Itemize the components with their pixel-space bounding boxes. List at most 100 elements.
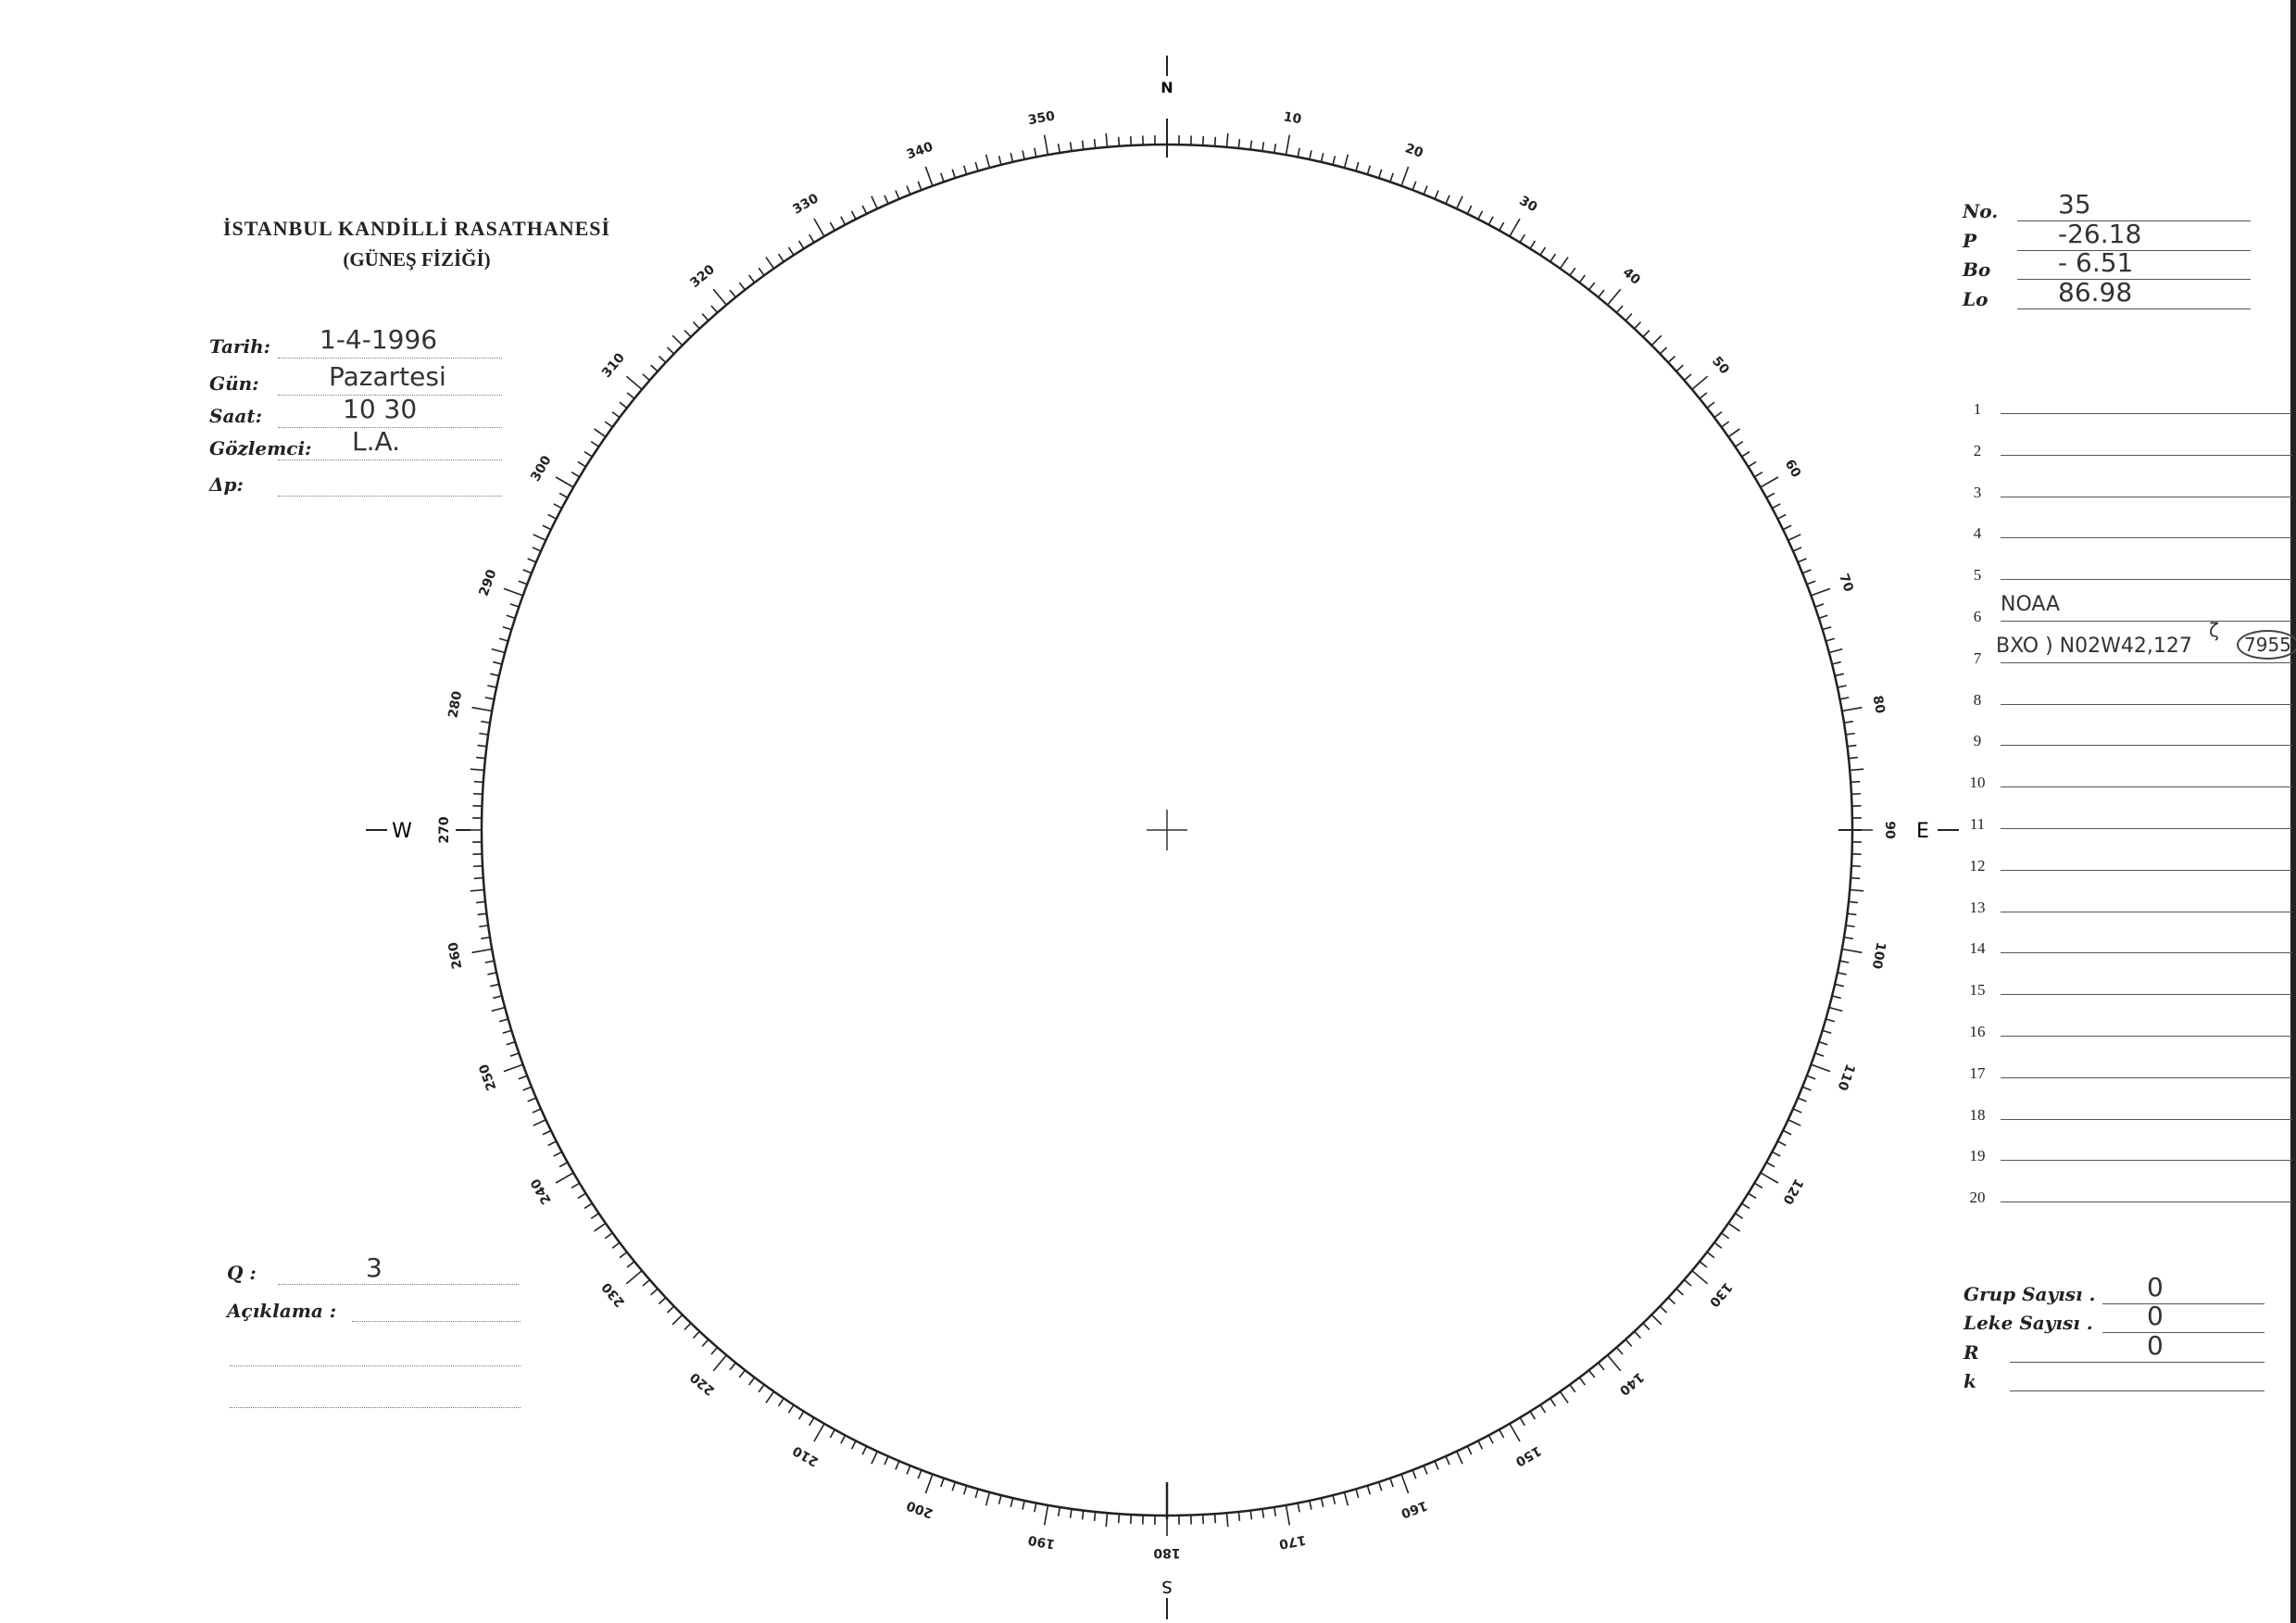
dial-label: 250 xyxy=(476,1062,499,1092)
dial-tick xyxy=(1081,140,1085,150)
dial-tick xyxy=(1797,558,1807,563)
dial-tick xyxy=(1675,364,1684,372)
dial-tick xyxy=(985,154,991,169)
dial-tick xyxy=(1105,1513,1109,1528)
dial-tick xyxy=(1225,1513,1229,1528)
count-label: R xyxy=(1964,1341,1979,1364)
dial-tick xyxy=(481,936,491,940)
dial-tick xyxy=(583,450,593,458)
north-label: N xyxy=(1161,79,1173,96)
dial-tick xyxy=(1834,673,1844,677)
dial-tick xyxy=(658,1297,667,1305)
dial-tick xyxy=(1650,334,1662,346)
dial-tick xyxy=(1261,1508,1265,1518)
dial-tick xyxy=(476,756,486,760)
dial-tick xyxy=(1792,547,1802,552)
count-value: 0 xyxy=(2147,1330,2164,1361)
row-number: 7 xyxy=(1973,648,1982,667)
dial-tick xyxy=(506,614,516,620)
dial-tick xyxy=(884,195,889,205)
dial-tick xyxy=(1801,1086,1812,1091)
dial-tick xyxy=(1721,421,1730,428)
dial-tick xyxy=(1213,136,1217,146)
dial-tick xyxy=(533,1119,546,1126)
row-line xyxy=(2001,1076,2292,1078)
dial-tick xyxy=(1261,142,1265,152)
dial-tick xyxy=(522,1086,533,1091)
dial-tick xyxy=(502,1029,512,1035)
dial-tick xyxy=(1587,1369,1596,1378)
dial-tick xyxy=(1010,1497,1014,1507)
remark-line-3 xyxy=(230,1407,521,1408)
dial-tick xyxy=(1818,614,1828,620)
dial-tick xyxy=(1499,221,1505,232)
dial-tick xyxy=(1843,720,1853,724)
dial-tick xyxy=(1309,150,1312,160)
dial-tick xyxy=(1843,936,1853,940)
dial-tick xyxy=(1466,1445,1473,1455)
dial-label: 160 xyxy=(1399,1497,1429,1520)
info-line xyxy=(278,395,502,396)
dial-tick xyxy=(1285,1504,1291,1526)
dial-tick xyxy=(1625,313,1633,321)
dial-label: 300 xyxy=(528,453,555,484)
dial-tick xyxy=(1741,450,1750,458)
dial-tick xyxy=(1847,744,1857,748)
dial-tick xyxy=(1237,1511,1241,1521)
dial-label: 70 xyxy=(1836,572,1856,594)
info-line xyxy=(278,459,502,460)
dial-tick xyxy=(1578,274,1587,283)
dial-tick xyxy=(498,637,508,642)
dial-tick xyxy=(1831,661,1841,665)
dial-tick xyxy=(1249,1510,1253,1520)
dial-tick xyxy=(532,1108,542,1113)
dial-tick xyxy=(787,246,795,256)
dial-tick xyxy=(472,864,483,868)
param-line xyxy=(2017,250,2251,251)
dial-tick xyxy=(1456,1451,1463,1465)
dial-tick xyxy=(527,1097,537,1102)
dial-tick xyxy=(1093,1511,1097,1521)
dial-tick xyxy=(1057,1506,1061,1516)
dial-tick xyxy=(477,744,487,748)
dial-tick xyxy=(951,169,957,179)
row-line xyxy=(2001,579,2292,581)
dial-tick xyxy=(625,375,643,390)
dial-tick xyxy=(906,1465,911,1475)
dial-tick xyxy=(1765,1162,1775,1168)
dial-label: 130 xyxy=(1706,1279,1735,1310)
row-number: 3 xyxy=(1973,483,1982,501)
param-label: No. xyxy=(1963,200,1999,222)
dial-tick xyxy=(1343,154,1349,169)
dial-tick xyxy=(1839,960,1850,963)
dial-label: 170 xyxy=(1277,1532,1307,1552)
dial-tick xyxy=(650,1288,659,1296)
note-row-7-circled: 7955 xyxy=(2237,630,2296,660)
dial-tick xyxy=(472,792,483,796)
dial-tick xyxy=(1847,912,1857,916)
count-label: k xyxy=(1964,1370,1976,1392)
dial-label: 40 xyxy=(1620,265,1643,288)
dial-tick xyxy=(1713,410,1723,419)
dial-tick xyxy=(701,313,709,321)
dial-tick xyxy=(1559,1390,1569,1403)
row-number: 4 xyxy=(1973,524,1982,543)
note-row-7-mark: ζ xyxy=(2209,619,2219,641)
dial-tick xyxy=(1822,1029,1832,1035)
dial-tick xyxy=(1788,1119,1801,1126)
dial-label: 340 xyxy=(905,139,935,162)
dial-tick xyxy=(518,1075,528,1080)
dial-tick xyxy=(1273,144,1277,154)
dial-tick xyxy=(509,1052,520,1057)
dial-tick xyxy=(684,329,692,338)
dial-tick xyxy=(692,321,700,330)
dial-tick xyxy=(547,513,558,520)
dial-tick xyxy=(1782,1129,1792,1136)
dial-tick xyxy=(502,625,512,631)
dial-tick xyxy=(1587,282,1596,291)
dial-tick xyxy=(1519,1416,1525,1427)
dial-label: 230 xyxy=(599,1279,628,1310)
row-line xyxy=(2001,661,2292,663)
dial-tick xyxy=(701,1339,709,1347)
dial-tick xyxy=(1753,472,1763,478)
